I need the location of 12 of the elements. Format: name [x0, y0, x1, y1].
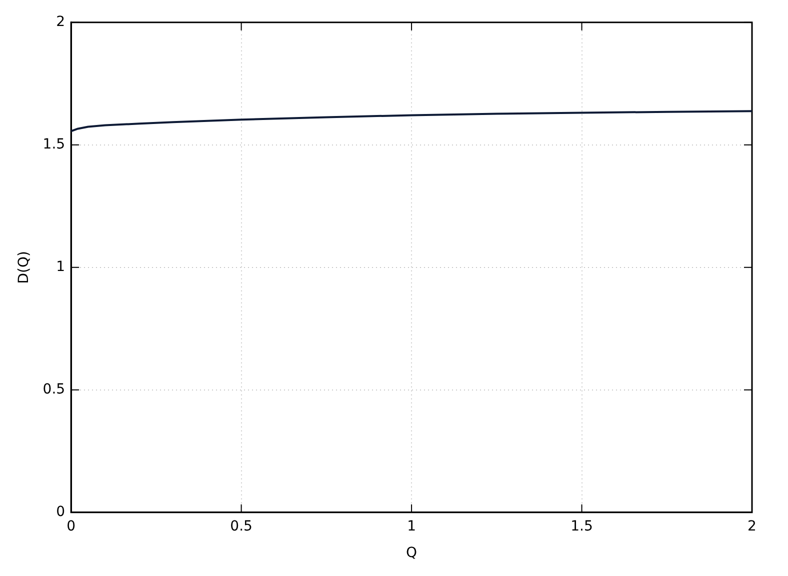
y-tick-label: 1.5: [42, 136, 66, 153]
y-axis-title: D(Q): [16, 251, 32, 284]
x-tick-label: 0.5: [230, 518, 252, 534]
x-tick-label: 2: [748, 518, 756, 534]
x-tick-label: 0: [66, 518, 76, 534]
y-tick-label: 1: [56, 259, 66, 276]
x-tick-label: 1.5: [570, 518, 593, 534]
y-tick-label: 0.5: [42, 382, 66, 398]
x-tick-label: 1: [407, 518, 416, 534]
y-tick-label: 2: [56, 14, 66, 30]
x-axis-title: Q: [406, 545, 418, 562]
y-tick-label: 0: [56, 504, 66, 520]
